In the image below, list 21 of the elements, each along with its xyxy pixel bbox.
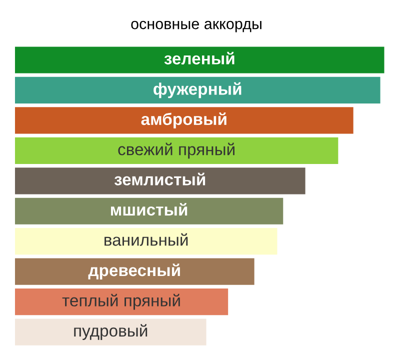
bar [14, 76, 380, 104]
y-tick-label: теплый пряный [62, 294, 180, 310]
bar [14, 168, 306, 194]
bar [14, 318, 206, 346]
y-tick-label: ванильный [104, 233, 188, 246]
bar [14, 137, 338, 164]
bar [14, 107, 354, 134]
bar [14, 228, 278, 255]
bar [14, 288, 228, 316]
y-tick-label: землистый [114, 172, 206, 186]
bar [14, 258, 254, 285]
bar [14, 46, 384, 74]
y-tick-label: фужерный [154, 82, 242, 98]
y-tick-label: амбровый [141, 112, 226, 128]
y-tick-label: пудровый [74, 324, 148, 340]
y-tick-label: свежий пряный [118, 142, 234, 159]
y-tick-label: мшистый [111, 203, 188, 216]
y-tick-label: зеленый [164, 52, 234, 64]
bar [14, 198, 284, 224]
y-tick-label: древесный [88, 264, 180, 280]
chart-title: основные аккорды [131, 20, 262, 32]
